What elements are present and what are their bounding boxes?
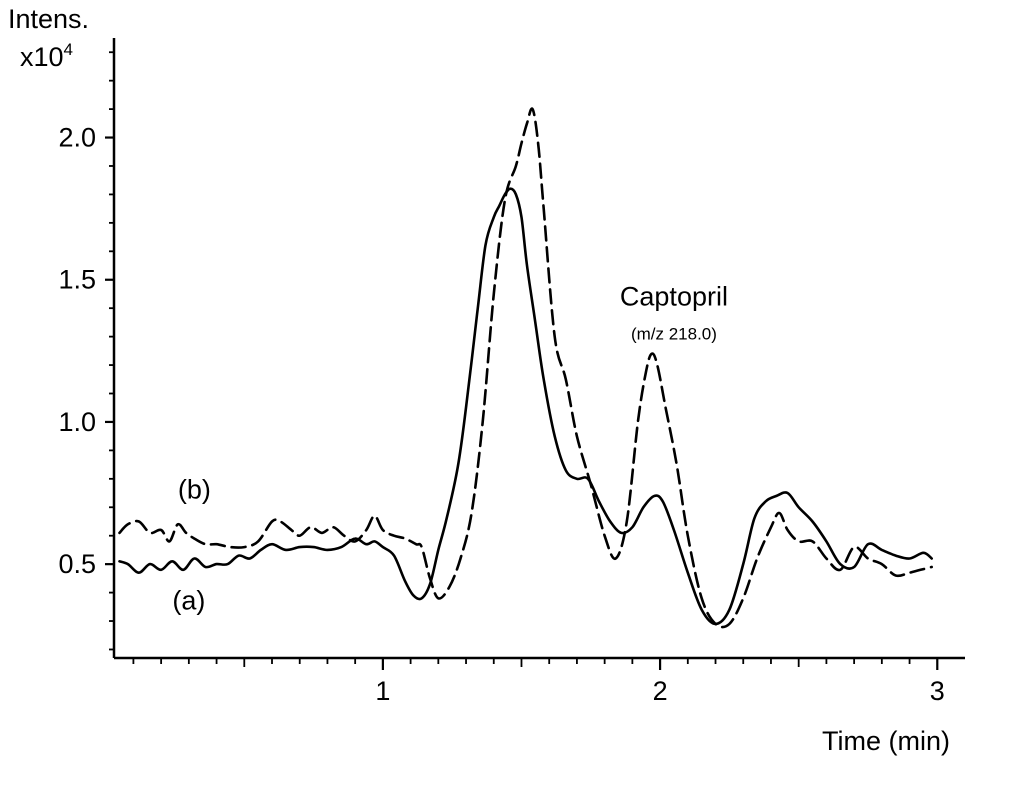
series-line-b <box>118 107 933 629</box>
annotation-label: (m/z 218.0) <box>631 324 717 343</box>
series-line-a <box>118 187 933 626</box>
y-tick-label: 0.5 <box>58 549 96 579</box>
axes: 0.5 1.0 1.5 2.0 1 2 3 <box>58 38 965 706</box>
annotation-label: (a) <box>172 586 205 616</box>
annotation-layer: (b) (a) Captopril (m/z 218.0) <box>172 281 728 615</box>
x-tick-label: 2 <box>653 676 668 706</box>
y-tick-label: 2.0 <box>58 123 96 153</box>
y-axis-multiplier-exponent: 4 <box>64 40 73 59</box>
annotation-label: (b) <box>178 475 211 505</box>
x-tick-label: 3 <box>930 676 945 706</box>
series-layer <box>118 107 933 629</box>
y-axis-multiplier: x104 <box>20 40 73 72</box>
y-axis-label: Intens. <box>8 4 89 34</box>
annotation-label: Captopril <box>620 281 728 311</box>
y-tick-label: 1.5 <box>58 265 96 295</box>
x-tick-label: 1 <box>375 676 390 706</box>
y-axis-multiplier-base: x10 <box>20 42 64 72</box>
y-tick-label: 1.0 <box>58 407 96 437</box>
x-axis-label: Time (min) <box>822 726 950 756</box>
